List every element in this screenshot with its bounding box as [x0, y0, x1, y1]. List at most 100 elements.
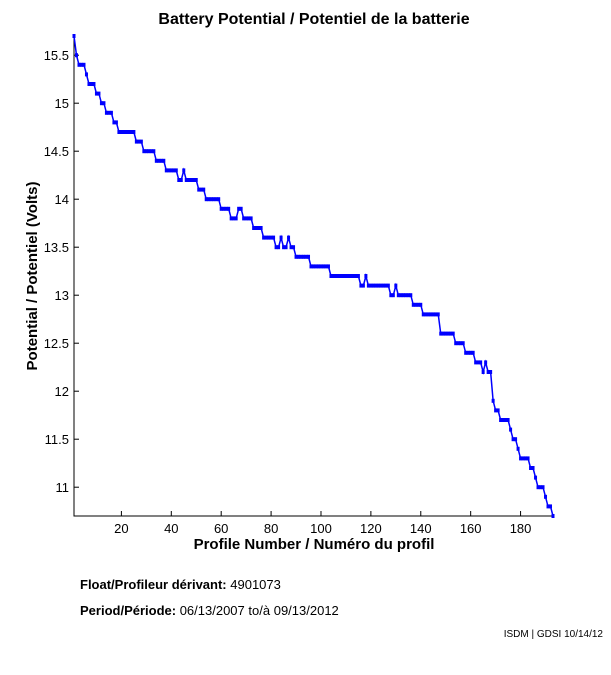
data-point: [99, 101, 103, 106]
data-point: [152, 149, 156, 154]
data-point: [401, 293, 405, 298]
data-point: [434, 312, 438, 317]
data-point: [474, 360, 478, 365]
data-point: [109, 110, 113, 115]
data-point: [369, 283, 373, 288]
data-point: [411, 302, 415, 307]
x-tick-label: 80: [264, 521, 278, 536]
data-point: [252, 226, 256, 230]
data-point: [129, 130, 133, 134]
data-point: [292, 245, 296, 250]
data-point: [436, 312, 440, 317]
data-point: [94, 91, 98, 96]
data-point: [239, 206, 243, 211]
data-point: [232, 216, 236, 221]
data-point: [229, 216, 233, 221]
data-point: [247, 216, 251, 221]
data-point: [424, 312, 428, 317]
data-point: [386, 283, 390, 288]
data-point: [242, 216, 246, 221]
data-point: [546, 504, 550, 509]
data-point: [127, 130, 131, 134]
data-point: [446, 331, 450, 336]
data-point: [309, 264, 313, 269]
data-point: [339, 274, 343, 278]
data-point: [272, 235, 276, 240]
data-point: [451, 331, 455, 336]
data-point: [107, 110, 111, 115]
data-point: [189, 178, 193, 182]
x-tick-label: 40: [164, 521, 178, 536]
data-point: [217, 197, 221, 202]
data-point: [169, 168, 173, 173]
data-point: [202, 187, 206, 192]
data-point: [112, 120, 116, 125]
data-point: [416, 302, 420, 307]
data-point: [494, 408, 498, 413]
data-point: [349, 274, 353, 278]
x-tick-label: 20: [114, 521, 128, 536]
data-point: [282, 245, 286, 250]
data-point: [439, 331, 443, 336]
data-point: [431, 312, 435, 317]
data-point: [414, 302, 418, 307]
data-point: [511, 437, 515, 442]
data-point: [456, 341, 460, 346]
data-point: [124, 130, 128, 134]
data-point: [187, 178, 191, 182]
data-point: [486, 370, 490, 374]
data-point: [334, 274, 338, 278]
data-point: [314, 264, 318, 269]
data-point: [319, 264, 323, 269]
data-point: [371, 283, 375, 288]
period-end: 09/13/2012: [273, 603, 339, 618]
data-point: [259, 226, 263, 230]
data-point: [137, 139, 141, 144]
data-point: [134, 139, 138, 144]
data-point: [199, 187, 203, 192]
data-point: [481, 370, 485, 374]
data-point: [506, 418, 510, 422]
data-point: [344, 274, 348, 278]
data-point: [177, 178, 181, 182]
data-point: [501, 418, 505, 422]
data-series: [72, 34, 555, 518]
data-point: [244, 216, 248, 221]
data-point: [396, 293, 400, 298]
data-point: [356, 274, 360, 278]
x-tick-label: 160: [460, 521, 482, 536]
data-point: [304, 254, 308, 259]
data-point: [197, 187, 201, 192]
data-point: [464, 350, 468, 355]
data-point: [479, 360, 483, 365]
data-point: [471, 350, 475, 355]
data-point: [336, 274, 340, 278]
data-point: [496, 408, 500, 413]
data-point: [409, 293, 413, 298]
data-point: [192, 178, 196, 182]
data-point: [516, 446, 520, 451]
data-point: [262, 235, 266, 240]
x-tick-label: 180: [510, 521, 532, 536]
data-point: [381, 283, 385, 288]
data-point: [366, 283, 370, 288]
data-point: [331, 274, 335, 278]
data-point: [329, 274, 333, 278]
data-point: [249, 216, 253, 221]
data-point: [364, 274, 368, 278]
x-tick-label: 60: [214, 521, 228, 536]
y-tick-label: 14.5: [44, 144, 69, 159]
data-point: [279, 235, 283, 240]
data-point: [254, 226, 258, 230]
period-start: 06/13/2007: [179, 603, 245, 618]
data-point: [77, 62, 81, 67]
data-point: [444, 331, 448, 336]
x-tick-label: 120: [360, 521, 382, 536]
data-point: [87, 82, 91, 86]
data-point: [284, 245, 288, 250]
data-point: [179, 178, 183, 182]
data-point: [149, 149, 153, 154]
data-point: [209, 197, 213, 202]
data-point: [174, 168, 178, 173]
data-point: [104, 110, 108, 115]
